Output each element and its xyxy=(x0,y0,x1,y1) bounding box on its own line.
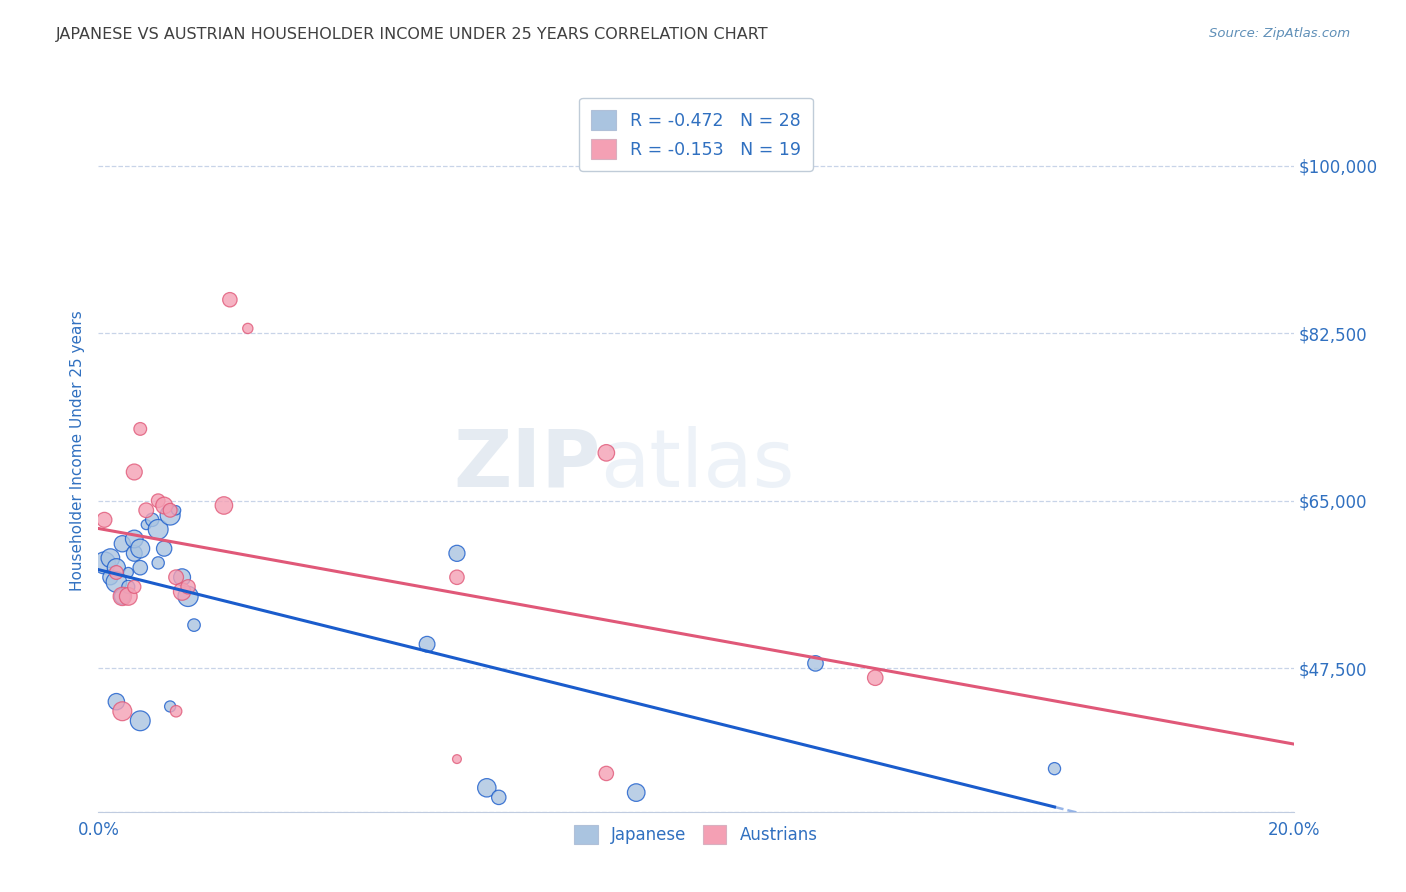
Point xyxy=(475,780,498,795)
Point xyxy=(111,590,134,604)
Point xyxy=(105,575,128,590)
Point xyxy=(98,570,122,584)
Point xyxy=(172,584,194,599)
Point xyxy=(165,704,187,718)
Point xyxy=(105,560,128,574)
Point xyxy=(446,546,468,560)
Point xyxy=(1043,762,1066,776)
Point xyxy=(129,422,152,436)
Point xyxy=(183,618,205,632)
Point xyxy=(595,446,617,460)
Point xyxy=(148,493,170,508)
Point xyxy=(117,590,139,604)
Y-axis label: Householder Income Under 25 years: Householder Income Under 25 years xyxy=(70,310,86,591)
Text: ZIP: ZIP xyxy=(453,425,600,504)
Point xyxy=(446,752,468,766)
Point xyxy=(219,293,242,307)
Point xyxy=(177,590,200,604)
Point xyxy=(93,513,115,527)
Point xyxy=(595,766,617,780)
Point xyxy=(165,570,187,584)
Point xyxy=(236,321,259,335)
Point xyxy=(93,556,115,570)
Point xyxy=(129,541,152,556)
Point xyxy=(165,503,187,517)
Point xyxy=(177,580,200,594)
Point xyxy=(159,508,181,522)
Point xyxy=(111,537,134,551)
Text: JAPANESE VS AUSTRIAN HOUSEHOLDER INCOME UNDER 25 YEARS CORRELATION CHART: JAPANESE VS AUSTRIAN HOUSEHOLDER INCOME … xyxy=(56,27,769,42)
Point xyxy=(111,704,134,718)
Point xyxy=(626,786,648,800)
Point xyxy=(111,590,134,604)
Point xyxy=(159,503,181,517)
Point xyxy=(124,532,146,546)
Point xyxy=(135,503,157,517)
Text: Source: ZipAtlas.com: Source: ZipAtlas.com xyxy=(1209,27,1350,40)
Point xyxy=(105,695,128,709)
Point xyxy=(124,465,146,479)
Point xyxy=(98,551,122,566)
Point xyxy=(129,714,152,728)
Point xyxy=(865,671,887,685)
Point xyxy=(129,560,152,574)
Point xyxy=(804,657,827,671)
Legend: Japanese, Austrians: Japanese, Austrians xyxy=(564,814,828,854)
Point xyxy=(172,570,194,584)
Point xyxy=(135,517,157,532)
Point xyxy=(141,513,163,527)
Point xyxy=(159,699,181,714)
Point xyxy=(148,523,170,537)
Point xyxy=(446,570,468,584)
Point xyxy=(124,546,146,560)
Point xyxy=(148,556,170,570)
Point xyxy=(488,790,510,805)
Point xyxy=(416,637,439,651)
Point xyxy=(117,566,139,580)
Text: atlas: atlas xyxy=(600,425,794,504)
Point xyxy=(153,541,176,556)
Point xyxy=(105,566,128,580)
Point xyxy=(124,580,146,594)
Point xyxy=(153,499,176,513)
Point xyxy=(212,499,235,513)
Point xyxy=(117,580,139,594)
